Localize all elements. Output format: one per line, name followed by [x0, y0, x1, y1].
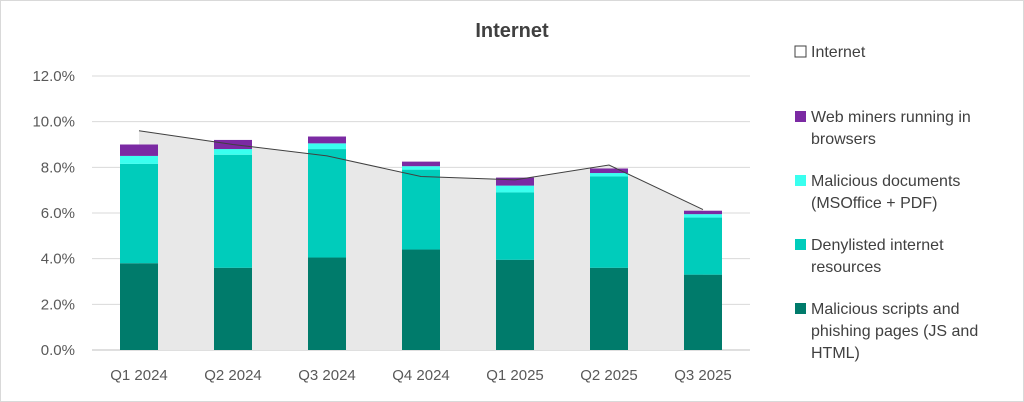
legend-label: Web miners running in browsers — [811, 109, 971, 148]
bar-segment — [402, 166, 440, 170]
bar-segment — [120, 163, 158, 264]
y-tick-label: 2.0% — [41, 296, 75, 313]
bar-segment — [402, 161, 440, 167]
bars — [120, 136, 722, 350]
y-tick-label: 4.0% — [41, 251, 75, 268]
legend-label: Malicious scripts and phishing pages (JS … — [811, 301, 978, 362]
legend-label: Denylisted internet resources — [811, 237, 944, 276]
internet-line — [138, 130, 704, 211]
x-tick-label: Q2 2024 — [204, 367, 262, 384]
y-tick-label: 6.0% — [41, 205, 75, 222]
bar-segment — [214, 154, 252, 268]
bar-segment — [496, 192, 534, 260]
x-tick-label: Q2 2025 — [580, 367, 638, 384]
bar-segment — [402, 249, 440, 350]
legend-swatch — [795, 111, 806, 122]
legend-swatch — [794, 45, 807, 58]
legend-label: Internet — [811, 44, 866, 61]
x-tick-label: Q1 2024 — [110, 367, 168, 384]
legend-swatch — [795, 175, 806, 186]
bar-segment — [684, 217, 722, 275]
bar-segment — [120, 263, 158, 350]
bar-segment — [308, 143, 346, 150]
bar-segment — [590, 168, 628, 174]
y-tick-label: 10.0% — [32, 114, 75, 131]
legend: Internet Web miners running in browsers Mal… — [794, 44, 978, 362]
bar-segment — [308, 136, 346, 144]
y-tick-label: 12.0% — [32, 68, 75, 85]
bar-segment — [684, 274, 722, 350]
legend-swatch — [795, 303, 806, 314]
bar-segment — [496, 259, 534, 350]
y-tick-label: 8.0% — [41, 159, 75, 176]
bar-segment — [308, 149, 346, 258]
bar-segment — [590, 176, 628, 268]
x-tick-label: Q3 2025 — [674, 367, 732, 384]
legend-label: Malicious documents (MSOffice + PDF) — [811, 173, 960, 212]
bar-segment — [496, 185, 534, 193]
bar-segment — [214, 267, 252, 350]
chart-title: Internet — [475, 20, 549, 42]
internet-line-path — [138, 130, 704, 211]
bar-segment — [590, 267, 628, 350]
bar-segment — [120, 144, 158, 156]
bar-segment — [590, 173, 628, 177]
bar-segment — [214, 149, 252, 155]
legend-swatch — [795, 239, 806, 250]
bar-segment — [120, 155, 158, 164]
bar-segment — [402, 169, 440, 250]
x-tick-label: Q1 2025 — [486, 367, 544, 384]
y-tick-label: 0.0% — [41, 342, 75, 359]
axes: 0.0% 2.0% 4.0% 6.0% 8.0% 10.0% 12.0% Q1 2024 Q2 … — [32, 68, 731, 384]
bar-segment — [496, 177, 534, 186]
bar-segment — [684, 210, 722, 215]
x-tick-label: Q4 2024 — [392, 367, 450, 384]
bar-segment — [684, 214, 722, 218]
bar-segment — [308, 257, 346, 350]
x-tick-label: Q3 2024 — [298, 367, 356, 384]
